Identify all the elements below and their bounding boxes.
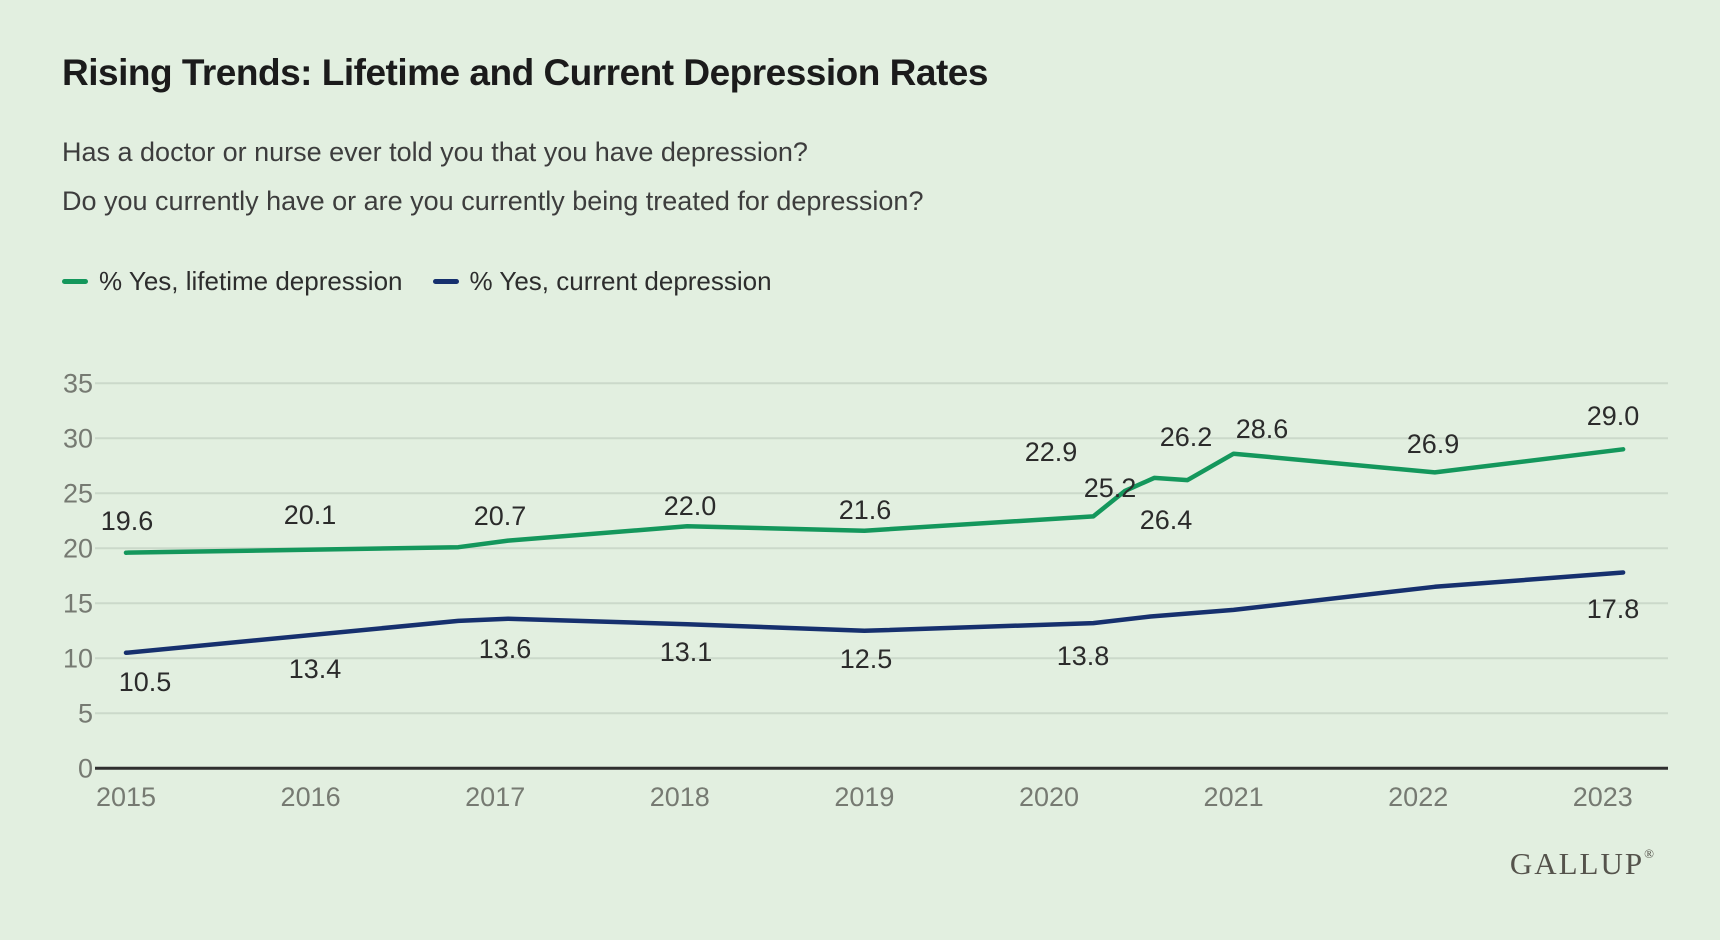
y-tick-label: 5 [78,698,93,728]
data-point-label: 10.5 [119,667,172,697]
y-tick-label: 0 [78,753,93,783]
x-tick-label: 2022 [1388,782,1448,812]
x-tick-label: 2017 [465,782,525,812]
y-tick-label: 10 [63,643,93,673]
data-point-label: 13.1 [660,637,713,667]
chart-title: Rising Trends: Lifetime and Current Depr… [62,52,988,93]
data-point-label: 17.8 [1587,594,1640,624]
y-tick-label: 35 [63,368,93,398]
data-point-label: 22.0 [664,491,717,521]
data-point-label: 22.9 [1025,437,1078,467]
x-tick-label: 2016 [281,782,341,812]
data-point-label: 26.9 [1407,429,1460,459]
data-point-label: 26.2 [1160,422,1213,452]
legend-label-lifetime: % Yes, lifetime depression [99,266,403,296]
y-tick-label: 15 [63,588,93,618]
data-point-label: 25.2 [1084,473,1137,503]
chart-legend: % Yes, lifetime depression % Yes, curren… [62,266,772,297]
data-point-label: 29.0 [1587,401,1640,431]
data-point-label: 20.7 [474,501,527,531]
survey-question-2: Do you currently have or are you current… [62,186,924,216]
legend-label-current: % Yes, current depression [469,266,772,296]
chart-header: Rising Trends: Lifetime and Current Depr… [62,52,1622,226]
current-depression-line [123,570,1626,656]
x-tick-label: 2019 [834,782,894,812]
legend-item-lifetime: % Yes, lifetime depression [62,266,403,297]
legend-item-current: % Yes, current depression [432,266,772,297]
y-tick-label: 25 [63,478,93,508]
data-point-label: 12.5 [840,644,893,674]
x-tick-label: 2018 [650,782,710,812]
y-tick-label: 30 [63,423,93,453]
data-point-label: 13.4 [289,654,342,684]
gallup-logo-text: GALLUP [1509,846,1645,881]
data-point-label: 20.1 [284,500,337,530]
registered-mark: ® [1644,846,1654,861]
x-tick-label: 2020 [1019,782,1079,812]
current-series-swatch-icon [432,279,459,284]
data-point-label: 28.6 [1236,414,1289,444]
data-point-label: 19.6 [101,506,154,536]
y-tick-label: 20 [63,533,93,563]
data-point-label: 21.6 [839,495,892,525]
data-point-label: 26.4 [1140,505,1193,535]
lifetime-series-swatch-icon [62,279,88,284]
gallup-logo: GALLUP® [1510,846,1654,882]
data-point-label: 13.6 [479,634,532,664]
x-tick-label: 2023 [1573,782,1633,812]
survey-question-1: Has a doctor or nurse ever told you that… [62,137,808,167]
x-tick-label: 2015 [96,782,156,812]
data-point-label: 13.8 [1057,641,1110,671]
lifetime-depression-line [123,447,1626,555]
x-tick-label: 2021 [1204,782,1264,812]
